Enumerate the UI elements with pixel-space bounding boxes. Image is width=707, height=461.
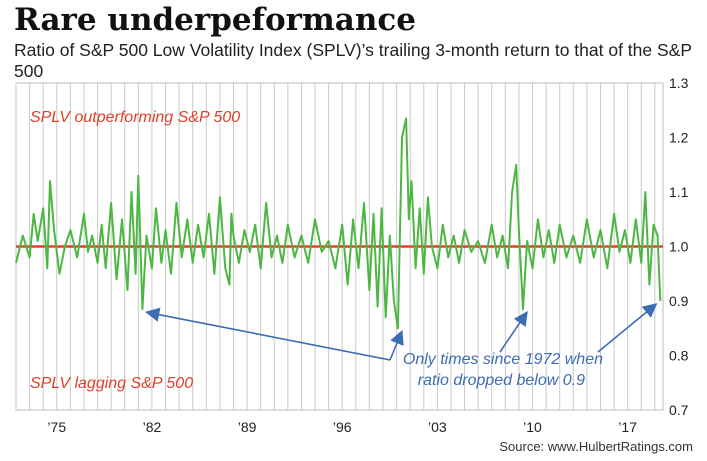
annotation-arrow — [597, 303, 658, 353]
x-tick-label: ’03 — [428, 419, 447, 435]
x-tick-label: ’75 — [47, 419, 66, 435]
y-tick-label: 1.1 — [669, 184, 689, 200]
zone-label-outperforming: SPLV outperforming S&P 500 — [30, 109, 240, 126]
source-credit: Source: www.HulbertRatings.com — [499, 439, 693, 454]
annotation-arrow — [499, 310, 528, 353]
x-tick-label: ’10 — [523, 419, 542, 435]
chart-subtitle: Ratio of S&P 500 Low Volatility Index (S… — [14, 40, 692, 81]
y-tick-label: 0.8 — [669, 348, 689, 364]
ratio-series-line — [15, 117, 662, 330]
x-axis: ’75 ’82 ’89 ’96 ’03 ’10 ’17 — [47, 419, 637, 435]
annotation-arrow — [144, 307, 391, 361]
zone-label-lagging: SPLV lagging S&P 500 — [30, 375, 193, 392]
annotation-arrows — [144, 303, 658, 361]
y-tick-label: 1.3 — [669, 75, 689, 91]
x-tick-label: ’17 — [618, 419, 637, 435]
annotation-line-1: Only times since 1972 when — [403, 351, 603, 368]
y-tick-label: 1.2 — [669, 130, 689, 146]
y-tick-label: 0.9 — [669, 293, 689, 309]
annotation-arrow — [389, 329, 404, 361]
annotation-line-2: ratio dropped below 0.9 — [418, 372, 585, 389]
x-tick-label: ’96 — [333, 419, 352, 435]
x-tick-label: ’89 — [238, 419, 257, 435]
x-tick-label: ’82 — [143, 419, 162, 435]
chart-title: Rare underpeformance — [14, 2, 416, 38]
y-tick-label: 1.0 — [669, 239, 689, 255]
y-axis: 0.7 0.8 0.9 1.0 1.1 1.2 1.3 — [669, 75, 689, 418]
y-tick-label: 0.7 — [669, 402, 689, 418]
